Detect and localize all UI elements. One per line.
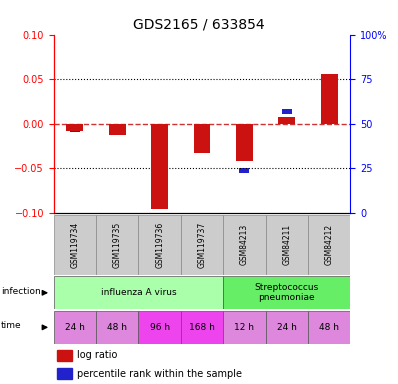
Text: infection: infection <box>1 287 41 296</box>
Text: percentile rank within the sample: percentile rank within the sample <box>78 369 242 379</box>
Text: GSM84212: GSM84212 <box>324 224 334 265</box>
Text: 24 h: 24 h <box>277 323 297 332</box>
Bar <box>96 311 139 344</box>
Bar <box>109 124 126 134</box>
Bar <box>320 74 338 124</box>
Text: 48 h: 48 h <box>107 323 127 332</box>
Bar <box>54 215 96 275</box>
Text: 24 h: 24 h <box>65 323 85 332</box>
Bar <box>223 276 350 309</box>
Bar <box>151 124 168 209</box>
Bar <box>278 117 295 124</box>
Bar <box>54 276 223 309</box>
Text: GSM119736: GSM119736 <box>155 222 164 268</box>
Text: 96 h: 96 h <box>150 323 170 332</box>
Text: GSM119737: GSM119737 <box>197 222 207 268</box>
Bar <box>57 350 72 361</box>
Bar <box>239 167 250 173</box>
Text: Streptococcus
pneumoniae: Streptococcus pneumoniae <box>255 283 319 303</box>
Text: GDS2165 / 633854: GDS2165 / 633854 <box>133 17 265 31</box>
Bar <box>223 215 265 275</box>
Bar <box>282 109 292 114</box>
Bar <box>197 139 207 144</box>
Text: 12 h: 12 h <box>234 323 254 332</box>
Text: 168 h: 168 h <box>189 323 215 332</box>
Text: log ratio: log ratio <box>78 351 118 361</box>
Bar <box>57 368 72 379</box>
Text: GSM84213: GSM84213 <box>240 224 249 265</box>
Text: influenza A virus: influenza A virus <box>101 288 176 297</box>
Bar <box>308 311 350 344</box>
Bar <box>193 124 211 153</box>
Text: 48 h: 48 h <box>319 323 339 332</box>
Bar <box>324 94 334 100</box>
Bar <box>70 126 80 132</box>
Bar <box>223 311 265 344</box>
Bar <box>66 124 84 131</box>
Bar <box>265 311 308 344</box>
Text: GSM119734: GSM119734 <box>70 222 80 268</box>
Bar <box>265 215 308 275</box>
Text: GSM119735: GSM119735 <box>113 222 122 268</box>
Bar <box>139 215 181 275</box>
Bar <box>154 171 165 177</box>
Bar <box>139 311 181 344</box>
Bar <box>308 215 350 275</box>
Bar <box>181 311 223 344</box>
Text: GSM84211: GSM84211 <box>282 224 291 265</box>
Bar <box>112 130 122 136</box>
Bar <box>54 311 96 344</box>
Text: time: time <box>1 321 22 330</box>
Bar <box>236 124 253 161</box>
Bar <box>181 215 223 275</box>
Bar <box>96 215 139 275</box>
